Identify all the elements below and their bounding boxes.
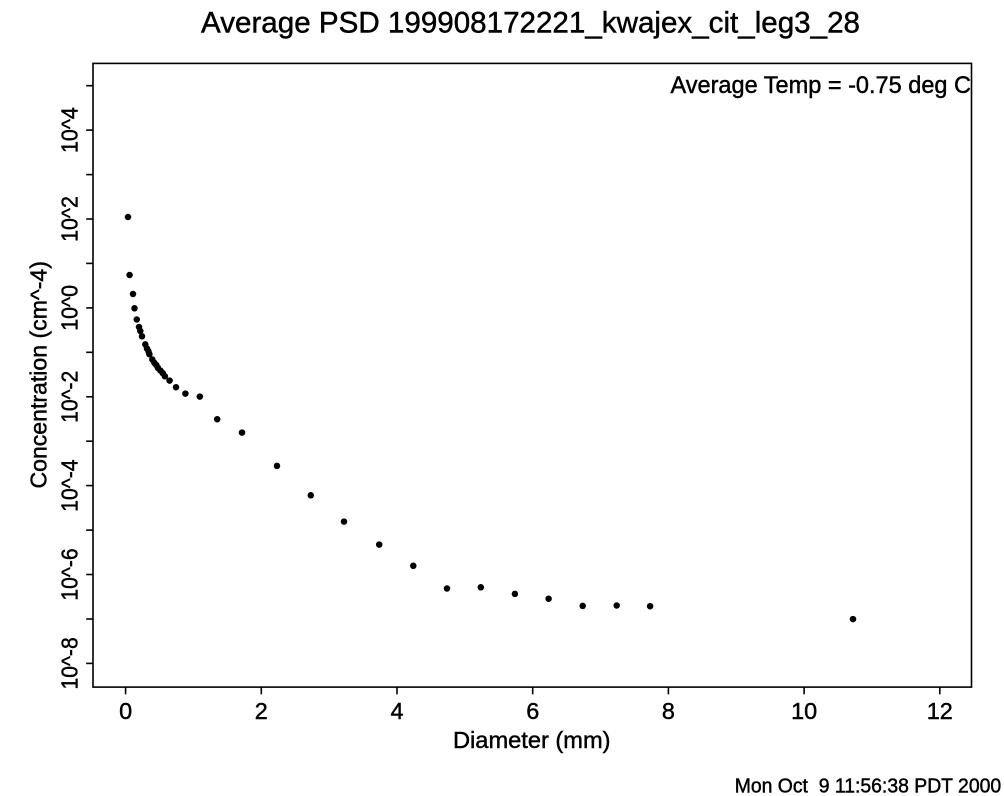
- svg-text:4: 4: [390, 698, 403, 724]
- svg-text:2: 2: [255, 698, 268, 724]
- svg-text:10^0: 10^0: [57, 285, 83, 331]
- svg-text:10: 10: [791, 698, 817, 724]
- svg-text:10^-4: 10^-4: [57, 460, 83, 512]
- svg-text:10^2: 10^2: [57, 196, 83, 242]
- svg-text:Concentration (cm^-4): Concentration (cm^-4): [26, 261, 52, 489]
- svg-text:10^4: 10^4: [57, 107, 83, 153]
- svg-text:Average PSD 199908172221_kwaje: Average PSD 199908172221_kwajex_cit_leg3…: [201, 7, 860, 40]
- svg-text:10^-2: 10^-2: [57, 371, 83, 423]
- svg-text:0: 0: [119, 698, 132, 724]
- svg-text:Average Temp = -0.75 deg C: Average Temp = -0.75 deg C: [671, 72, 972, 99]
- svg-text:6: 6: [526, 698, 539, 724]
- svg-text:12: 12: [927, 698, 953, 724]
- svg-text:10^-6: 10^-6: [57, 548, 83, 600]
- svg-text:8: 8: [662, 698, 675, 724]
- svg-text:10^-8: 10^-8: [57, 637, 83, 689]
- svg-text:Diameter (mm): Diameter (mm): [453, 727, 611, 753]
- svg-text:Mon Oct 9 11:56:38 PDT 2000: Mon Oct 9 11:56:38 PDT 2000: [735, 776, 1002, 796]
